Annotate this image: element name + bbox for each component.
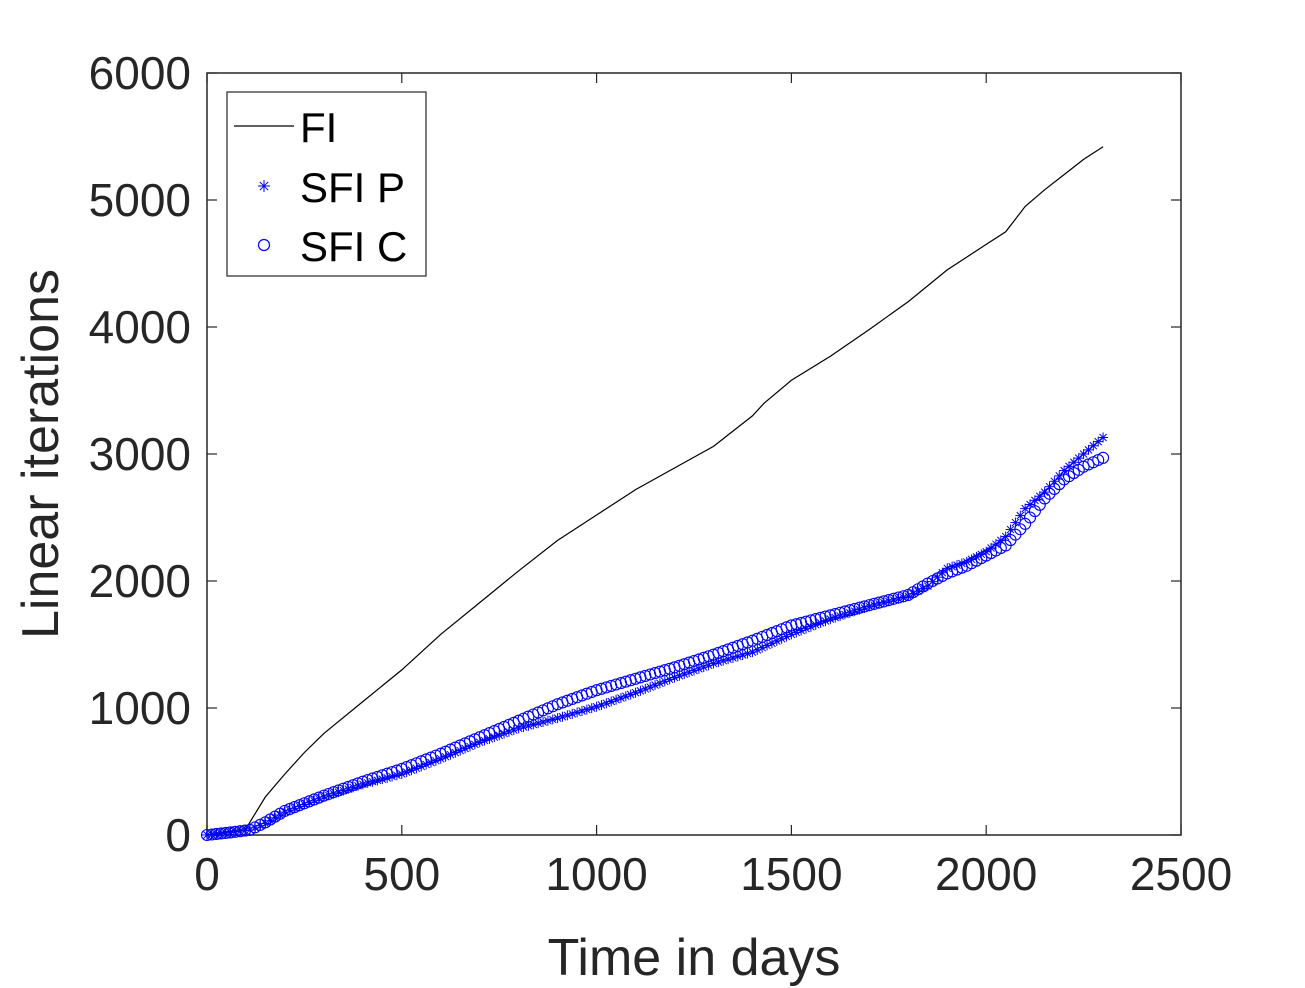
circle-marker bbox=[877, 595, 890, 608]
circle-marker bbox=[200, 828, 214, 842]
circle-marker bbox=[858, 600, 871, 613]
circle-marker bbox=[219, 826, 232, 840]
star-marker bbox=[567, 708, 578, 719]
circle-marker bbox=[1023, 511, 1037, 524]
series-sfi-c bbox=[200, 451, 1110, 842]
circle-marker bbox=[809, 613, 822, 626]
legend-box bbox=[226, 91, 427, 277]
star-marker bbox=[1088, 440, 1099, 451]
circle-marker bbox=[892, 591, 905, 604]
star-marker bbox=[1098, 432, 1109, 443]
series-fi bbox=[206, 146, 1104, 836]
x-tick-label: 500 bbox=[363, 848, 440, 900]
y-tick-label: 3000 bbox=[89, 428, 191, 480]
circle-marker bbox=[843, 604, 856, 617]
circle-marker bbox=[819, 610, 832, 623]
circle-marker bbox=[887, 592, 900, 605]
star-marker bbox=[562, 710, 573, 721]
star-marker bbox=[664, 674, 675, 685]
circle-marker bbox=[785, 619, 798, 632]
legend: FI SFI P SFI C bbox=[226, 91, 427, 277]
star-marker bbox=[732, 651, 743, 662]
star-marker bbox=[591, 701, 602, 712]
y-tick-label: 6000 bbox=[89, 47, 191, 99]
star-marker bbox=[586, 703, 597, 714]
circle-marker bbox=[829, 607, 842, 621]
star-marker bbox=[1093, 436, 1104, 447]
circle-marker bbox=[205, 828, 218, 841]
circle-marker bbox=[234, 825, 247, 838]
y-axis-ticks: 0 1000 2000 3000 4000 5000 6000 bbox=[89, 47, 1181, 861]
circle-marker bbox=[1028, 505, 1041, 518]
circle-marker bbox=[863, 599, 876, 612]
circle-marker bbox=[1019, 517, 1032, 530]
circle-marker bbox=[799, 615, 813, 628]
star-marker bbox=[606, 696, 617, 707]
legend-label-fi: FI bbox=[300, 104, 337, 151]
circle-marker bbox=[804, 614, 817, 627]
circle-marker bbox=[873, 596, 886, 609]
legend-label-sfi-p: SFI P bbox=[300, 164, 405, 211]
circle-marker bbox=[824, 609, 837, 622]
star-marker bbox=[1015, 510, 1026, 521]
circle-marker bbox=[1053, 478, 1066, 491]
star-marker bbox=[1078, 449, 1089, 459]
circle-marker bbox=[795, 616, 808, 629]
star-marker bbox=[669, 672, 680, 683]
legend-label-sfi-c: SFI C bbox=[300, 223, 407, 270]
circle-marker bbox=[1038, 492, 1051, 505]
circle-marker bbox=[853, 601, 866, 614]
circle-marker bbox=[868, 597, 881, 610]
circle-marker bbox=[224, 826, 237, 839]
y-tick-label: 5000 bbox=[89, 174, 191, 226]
circle-marker bbox=[848, 602, 861, 615]
circle-marker bbox=[838, 605, 852, 618]
circle-marker bbox=[214, 827, 228, 840]
legend-marker-sfi-c bbox=[257, 238, 271, 252]
y-tick-label: 1000 bbox=[89, 682, 191, 734]
star-marker bbox=[528, 719, 539, 730]
x-tick-label: 0 bbox=[194, 848, 220, 900]
circle-marker bbox=[834, 606, 847, 619]
star-marker bbox=[1083, 444, 1094, 455]
circle-marker bbox=[882, 593, 895, 607]
circle-marker bbox=[1043, 487, 1056, 500]
x-tick-label: 2500 bbox=[1130, 848, 1232, 900]
star-marker bbox=[1068, 457, 1079, 468]
legend-star-glyph bbox=[258, 180, 270, 192]
x-tick-label: 1500 bbox=[740, 848, 842, 900]
circle-marker bbox=[955, 561, 968, 574]
star-marker bbox=[1073, 453, 1084, 464]
star-marker bbox=[1020, 503, 1031, 514]
star-marker bbox=[727, 652, 738, 663]
circle-marker bbox=[1048, 482, 1061, 495]
x-axis-ticks: 0 500 1000 1500 2000 2500 bbox=[194, 73, 1232, 900]
circle-marker bbox=[790, 618, 803, 631]
y-tick-label: 0 bbox=[165, 809, 191, 861]
circle-marker bbox=[1033, 498, 1046, 511]
star-marker bbox=[674, 670, 685, 681]
circle-marker bbox=[229, 825, 242, 838]
series-layer bbox=[200, 146, 1110, 842]
circle-marker bbox=[814, 611, 827, 624]
x-axis-title: Time in days bbox=[548, 929, 841, 987]
x-tick-label: 2000 bbox=[935, 848, 1037, 900]
circle-marker bbox=[210, 827, 223, 841]
legend-marker-sfi-p bbox=[258, 180, 270, 192]
x-tick-label: 1000 bbox=[545, 848, 647, 900]
y-tick-label: 2000 bbox=[89, 555, 191, 607]
y-tick-label: 4000 bbox=[89, 301, 191, 353]
series-line bbox=[206, 146, 1104, 836]
star-marker bbox=[572, 707, 583, 718]
circle-marker bbox=[1097, 451, 1110, 464]
y-axis-title: Linear iterations bbox=[12, 269, 70, 639]
